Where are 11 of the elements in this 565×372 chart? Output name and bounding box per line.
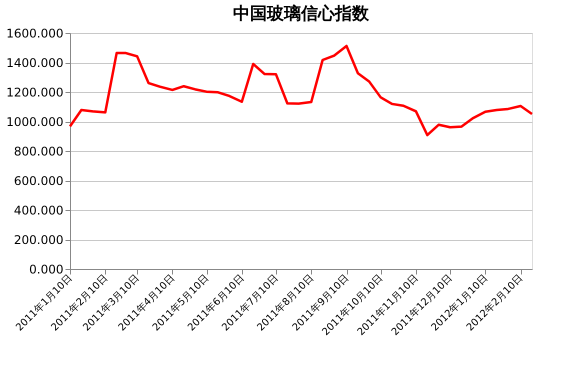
y-tick-label: 600.000 <box>14 174 64 188</box>
y-tick-label: 1000.000 <box>6 115 64 129</box>
y-tick-label: 200.000 <box>14 233 64 247</box>
y-tick-label: 800.000 <box>14 144 64 158</box>
y-tick-label: 0.000 <box>29 262 64 276</box>
y-tick-label: 1400.000 <box>6 56 64 70</box>
y-tick-label: 1600.000 <box>6 26 64 40</box>
y-tick-label: 1200.000 <box>6 86 64 100</box>
y-tick-label: 400.000 <box>14 204 64 218</box>
line-series <box>68 44 534 136</box>
chart-title: 中国玻璃信心指数 <box>233 4 370 24</box>
